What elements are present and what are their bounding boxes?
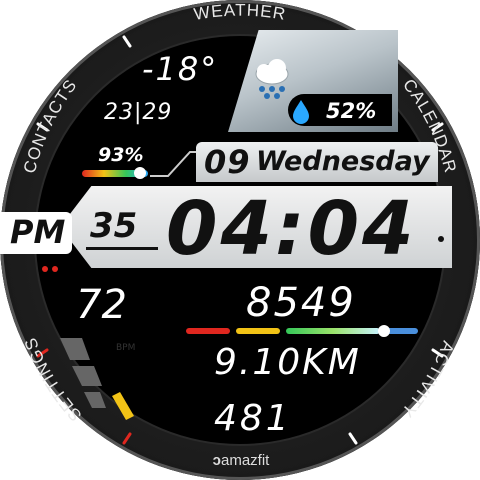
humidity-value: 52% (326, 99, 377, 123)
distance-unit: KM (302, 342, 361, 383)
battery-indicator (134, 167, 146, 179)
steps-progress-indicator (378, 325, 390, 337)
steps-bar-green (286, 328, 380, 334)
steps-bar-red (186, 328, 230, 334)
steps-bar-blue (386, 328, 418, 334)
svg-text:BPM: BPM (116, 343, 135, 353)
time-panel (60, 186, 452, 268)
temperature-low-high: 23|29 (104, 100, 173, 125)
brand-logo: ↄamazfit (212, 452, 270, 469)
status-dot-2 (52, 266, 58, 272)
temperature-value[interactable]: -18° (142, 50, 219, 88)
calories-value[interactable]: 481 (214, 398, 292, 439)
battery-percent: 93% (98, 144, 144, 166)
heart-rate-value[interactable]: 72 (76, 282, 127, 328)
battery-bar (82, 170, 148, 177)
time-hours-minutes[interactable]: 04:04 (166, 186, 417, 272)
steps-bar-yellow (236, 328, 280, 334)
brand-icon: ↄ (212, 452, 221, 469)
panel-dots (438, 236, 444, 242)
snow-cloud-icon (255, 59, 289, 99)
distance-number: 9.10 (214, 342, 303, 383)
date-weekday: Wednesday (256, 146, 430, 177)
date-day: 09 (204, 143, 251, 181)
time-seconds: 35 (90, 206, 138, 246)
ampm-box (0, 212, 72, 254)
steps-value[interactable]: 8549 (246, 280, 356, 326)
water-drop-icon (293, 100, 309, 124)
ampm-indicator: PM (10, 213, 66, 251)
seconds-underline (86, 247, 158, 250)
steps-progress-bar (186, 325, 418, 337)
date-box[interactable] (196, 142, 438, 182)
status-dot-1 (42, 266, 48, 272)
heart-rate-gauge: BPM (60, 338, 135, 420)
distance-value[interactable]: 9.10KM (214, 342, 361, 383)
